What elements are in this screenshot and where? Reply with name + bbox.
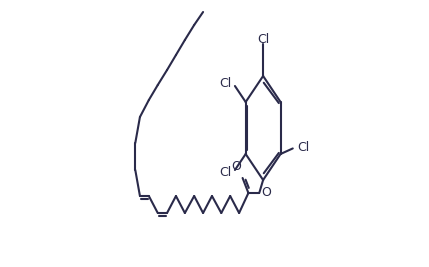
Text: Cl: Cl (297, 141, 309, 154)
Text: O: O (261, 187, 271, 199)
Text: Cl: Cl (219, 166, 231, 179)
Text: O: O (231, 160, 241, 173)
Text: Cl: Cl (219, 77, 231, 90)
Text: Cl: Cl (257, 33, 269, 46)
